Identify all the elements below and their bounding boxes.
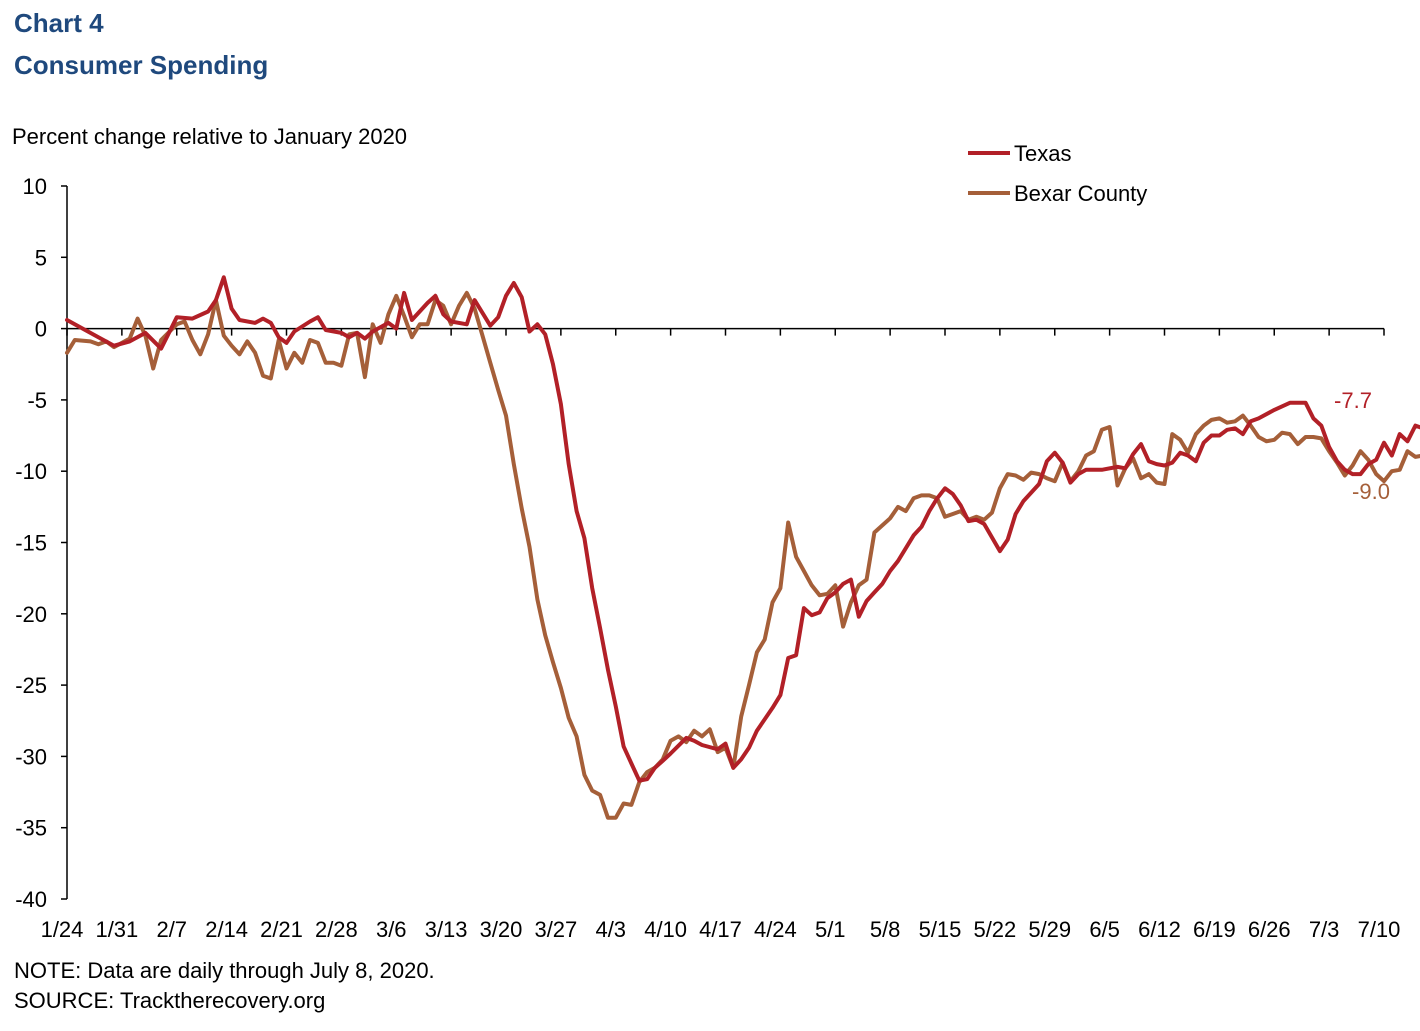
x-tick-label: 7/10 <box>1358 917 1401 942</box>
x-tick-label: 4/24 <box>754 917 797 942</box>
y-axis-label: Percent change relative to January 2020 <box>12 124 407 149</box>
y-tick-label: 10 <box>23 174 47 199</box>
y-tick-label: -35 <box>15 816 47 841</box>
x-tick-label: 2/21 <box>260 917 303 942</box>
x-tick-label: 6/19 <box>1193 917 1236 942</box>
x-tick-label: 2/28 <box>315 917 358 942</box>
series-line-bexar-county <box>65 290 1420 820</box>
x-tick-label: 4/3 <box>595 917 626 942</box>
x-tick-label: 6/12 <box>1138 917 1181 942</box>
end-value-label-texas: -7.7 <box>1334 388 1372 413</box>
y-tick-label: 0 <box>35 317 47 342</box>
line-chart: Percent change relative to January 2020 … <box>12 124 1420 942</box>
x-tick-label: 2/7 <box>156 917 187 942</box>
x-tick-label: 6/5 <box>1089 917 1120 942</box>
x-tick-label: 1/24 <box>41 917 84 942</box>
source-text: SOURCE: Tracktherecovery.org <box>14 988 326 1013</box>
x-tick-label: 2/14 <box>205 917 248 942</box>
x-tick-label: 5/22 <box>973 917 1016 942</box>
x-tick-label: 5/8 <box>870 917 901 942</box>
axes: 10 5 0 -5 -10 -15 -20 -25 -30 -35 -40 1/24 1/31 2/7 2/… <box>15 174 1400 942</box>
x-tick-label: 3/20 <box>480 917 523 942</box>
x-tick-label: 7/3 <box>1309 917 1340 942</box>
y-tick-label: -40 <box>15 887 47 912</box>
x-tick-label: 4/10 <box>644 917 687 942</box>
end-value-label-bexar-county: -9.0 <box>1352 479 1390 504</box>
y-tick-label: -5 <box>27 388 47 413</box>
end-labels: -7.7 -9.0 <box>1334 388 1390 504</box>
x-tick-label: 4/17 <box>699 917 742 942</box>
series-line-texas <box>65 275 1420 783</box>
y-tick-label: -15 <box>15 531 47 556</box>
y-tick-label: 5 <box>35 245 47 270</box>
x-tick-label: 1/31 <box>95 917 138 942</box>
legend-label-texas: Texas <box>1014 141 1071 166</box>
x-tick-label: 3/27 <box>534 917 577 942</box>
series-lines <box>65 275 1420 820</box>
chart-label: Chart 4 <box>14 8 104 38</box>
legend-label-bexar-county: Bexar County <box>1014 181 1147 206</box>
x-tick-label: 3/6 <box>376 917 407 942</box>
y-tick-label: -25 <box>15 673 47 698</box>
x-tick-label: 5/29 <box>1028 917 1071 942</box>
x-tick-label: 5/1 <box>815 917 846 942</box>
x-tick-label: 5/15 <box>919 917 962 942</box>
legend: Texas Bexar County <box>968 141 1147 206</box>
x-tick-label: 6/26 <box>1248 917 1291 942</box>
note-text: NOTE: Data are daily through July 8, 202… <box>14 958 435 983</box>
y-tick-label: -30 <box>15 744 47 769</box>
x-tick-label: 3/13 <box>425 917 468 942</box>
y-tick-label: -10 <box>15 459 47 484</box>
chart-title: Consumer Spending <box>14 50 269 80</box>
y-tick-label: -20 <box>15 602 47 627</box>
